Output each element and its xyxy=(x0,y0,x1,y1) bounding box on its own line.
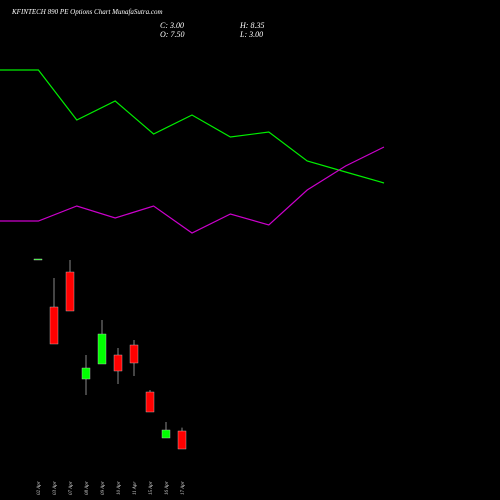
indicator-line xyxy=(0,69,385,184)
open-label: O: 7.50 xyxy=(160,30,184,39)
high-label: H: 8.35 xyxy=(239,21,264,30)
indicator-line xyxy=(0,146,385,234)
candle-body xyxy=(65,271,75,312)
candle-body xyxy=(113,354,123,372)
candle-body xyxy=(49,306,59,345)
x-tick-label: 10 Apr xyxy=(117,481,122,495)
close-label: C: 3.00 xyxy=(160,21,184,30)
candle-body xyxy=(81,367,91,380)
x-tick-label: 08 Apr xyxy=(85,481,90,495)
x-tick-label: 03 Apr xyxy=(53,481,58,495)
candle-body xyxy=(33,258,43,261)
x-tick-label: 15 Apr xyxy=(149,481,154,495)
chart-title: KFINTECH 890 PE Options Chart MunafaSutr… xyxy=(11,8,163,16)
candle-body xyxy=(161,429,171,439)
candle-body xyxy=(145,391,155,413)
x-tick-label: 02 Apr xyxy=(37,481,42,495)
x-tick-label: 07 Apr xyxy=(69,481,74,495)
candle-body xyxy=(177,430,187,450)
x-tick-label: 17 Apr xyxy=(181,481,186,495)
candle-body xyxy=(97,333,107,365)
x-tick-label: 16 Apr xyxy=(165,481,170,495)
candle-body xyxy=(129,344,139,364)
x-tick-label: 09 Apr xyxy=(101,481,106,495)
low-label: L: 3.00 xyxy=(239,30,263,39)
x-tick-label: 11 Apr xyxy=(133,482,138,495)
